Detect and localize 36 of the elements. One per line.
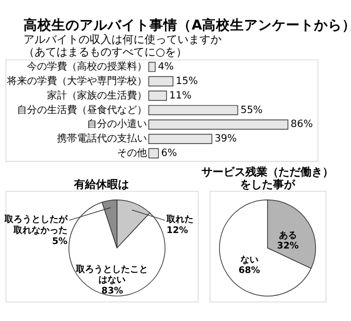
data-label: 32% xyxy=(277,242,299,252)
data-label: 5% xyxy=(52,236,68,247)
slice-label: ない xyxy=(240,255,258,266)
chart-subtitle: アルバイトの収入は何に使っていますか（あてはまるものすべてに○を） xyxy=(24,33,222,59)
data-label: 12% xyxy=(166,226,188,236)
bar xyxy=(148,62,156,72)
pie-slice xyxy=(68,202,166,296)
y-tick-label: 家計（家族の生活費） xyxy=(46,89,147,102)
bar xyxy=(148,105,238,116)
slice-label: ある xyxy=(278,230,297,241)
bar xyxy=(148,90,167,101)
data-label: 6% xyxy=(161,148,178,160)
chart-title: 高校生のアルバイト事情（A高校生アンケートから） xyxy=(24,16,351,34)
data-label: 55% xyxy=(240,104,263,116)
data-label: 15% xyxy=(176,76,198,88)
bar xyxy=(148,134,212,144)
data-label: 4% xyxy=(158,62,174,73)
slice-label: 取れた xyxy=(165,214,194,226)
y-tick-label: 携帯電話代の支払い xyxy=(56,132,147,145)
slice-label: 取ろうとしたが取れなかった xyxy=(3,214,68,236)
y-tick-label: 自分の小遣い xyxy=(86,118,147,130)
data-label: 39% xyxy=(214,134,237,145)
bar xyxy=(148,76,174,86)
data-label: 86% xyxy=(290,119,313,130)
chart-title: サービス残業（ただ働き）をした事が xyxy=(202,165,334,192)
y-tick-label: 今の学費（高校の授業料） xyxy=(26,60,147,73)
chart-title: 有給休暇は xyxy=(73,178,130,192)
data-label: 68% xyxy=(238,266,260,276)
slice-label: 取ろうとしたことはない xyxy=(75,264,148,286)
data-label: 11% xyxy=(169,90,192,102)
bar xyxy=(148,148,159,158)
bar xyxy=(148,119,288,130)
data-label: 83% xyxy=(101,286,124,297)
y-tick-label: 将来の学費（大学や専門学校） xyxy=(6,75,147,88)
y-tick-label: その他 xyxy=(116,147,147,160)
y-tick-label: 自分の生活費（昼食代など） xyxy=(16,104,147,116)
